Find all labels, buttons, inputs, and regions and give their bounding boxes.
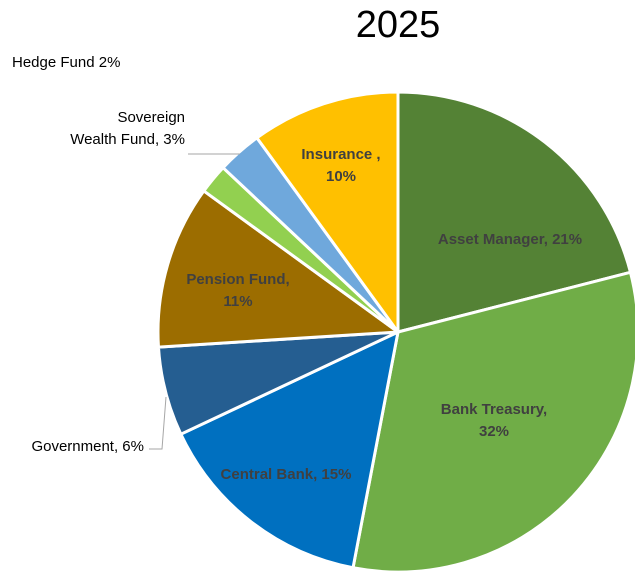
data-label-government: Government, 6% bbox=[31, 438, 144, 455]
leader-line-government bbox=[149, 396, 167, 450]
slice-bank-treasury bbox=[351, 270, 635, 574]
data-label-bank-treasury-line-1: Bank Treasury, bbox=[441, 401, 547, 418]
data-label-hedge-fund: Hedge Fund 2% bbox=[12, 54, 120, 71]
slice-central-bank bbox=[179, 330, 400, 570]
data-label-pension-fund-line-2: 11% bbox=[223, 293, 252, 310]
data-label-central-bank: Central Bank, 15% bbox=[221, 466, 352, 483]
slice-labels: Asset Manager, 21% Bank Treasury, 32% Centr… bbox=[12, 54, 582, 483]
data-label-bank-treasury-line-2: 32% bbox=[479, 423, 509, 440]
data-label-sovereign-wealth-fund-line-1: Sovereign bbox=[117, 109, 185, 126]
data-label-insurance-line-2: 10% bbox=[326, 168, 356, 185]
data-label-asset-manager: Asset Manager, 21% bbox=[438, 231, 582, 248]
data-label-sovereign-wealth-fund-line-2: Wealth Fund, 3% bbox=[70, 131, 185, 148]
data-label-insurance-line-1: Insurance , bbox=[301, 146, 380, 163]
slice-asset-manager bbox=[396, 90, 632, 334]
leader-lines bbox=[149, 153, 240, 450]
slice-insurance bbox=[255, 90, 400, 334]
slice-pension-fund bbox=[156, 189, 400, 349]
pie-slices bbox=[156, 90, 635, 574]
chart-title: 2025 bbox=[356, 4, 441, 46]
data-label-pension-fund-line-1: Pension Fund, bbox=[186, 271, 289, 288]
